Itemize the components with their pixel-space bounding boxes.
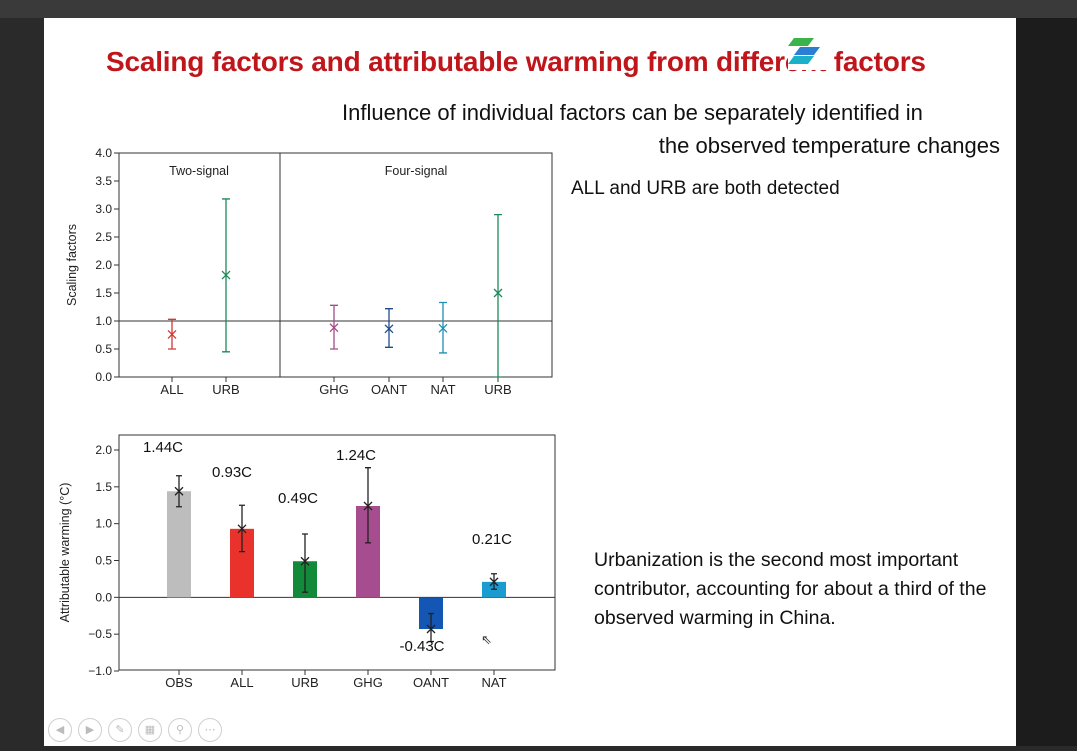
bar-estimate-urb [300, 556, 310, 566]
window-top-bar [0, 0, 1077, 18]
data-label-ghg: 1.24C [336, 447, 376, 464]
panel-label: Four-signal [385, 164, 448, 178]
x-category-label: GHG [353, 675, 383, 690]
y-tick-label: 0.5 [95, 554, 112, 568]
error-bar-oant [428, 612, 434, 643]
y-tick-label: 1.0 [95, 314, 112, 328]
scaling-estimate-urb [221, 270, 231, 280]
scaling-estimate-oant [384, 324, 394, 334]
y-tick-label: 1.0 [95, 517, 112, 531]
bar-estimate-nat [489, 577, 499, 587]
data-label-all: 0.93C [212, 464, 252, 481]
x-category-label: ALL [160, 382, 183, 397]
charts-canvas: 0.0 0.5 1.0 1.5 2.0 2.5 3.0 3.5 4.0 Scaling facto… [58, 146, 556, 690]
pen-icon[interactable]: ✎ [108, 718, 132, 742]
subtitle-line-2: the observed temperature changes [658, 133, 1000, 158]
scaling-estimate-ghg [329, 323, 339, 333]
subtitle-line-1: Influence of individual factors can be s… [342, 100, 923, 125]
detection-note: ALL and URB are both detected [571, 178, 840, 199]
y-tick-label: −1.0 [88, 664, 112, 678]
x-category-label: OANT [413, 675, 449, 690]
bar-estimate-ghg [363, 501, 373, 511]
bar-obs [167, 491, 191, 598]
data-label-oant: -0.43C [399, 638, 444, 655]
next-slide-icon[interactable]: ▶ [78, 718, 102, 742]
x-category-label: URB [212, 382, 239, 397]
bar-estimate-oant [426, 624, 436, 634]
data-label-nat: 0.21C [472, 531, 512, 548]
x-category-label: URB [484, 382, 511, 397]
bar-estimate-all [237, 524, 247, 534]
app-logo-icon [788, 30, 828, 70]
mouse-cursor-icon: ⇖ [481, 632, 492, 647]
panel-label: Two-signal [169, 164, 229, 178]
x-category-label: ALL [230, 675, 253, 690]
more-options-icon[interactable]: ⋯ [198, 718, 222, 742]
x-category-label: OBS [165, 675, 193, 690]
scaling-estimate-nat [438, 323, 448, 333]
y-tick-label: −0.5 [88, 627, 112, 641]
error-bar-urb [302, 533, 308, 593]
plot-frame [118, 152, 553, 378]
attributable-warming-chart: −1.0 −0.5 0.0 0.5 1.0 1.5 2.0 Attributable warm… [58, 434, 556, 690]
scaling-factors-chart: 0.0 0.5 1.0 1.5 2.0 2.5 3.0 3.5 4.0 Scaling facto… [65, 146, 553, 397]
slides-grid-icon[interactable]: ▦ [138, 718, 162, 742]
y-tick-label: 3.0 [95, 202, 112, 216]
scaling-estimate-urb [493, 288, 503, 298]
y-tick-label: 2.0 [95, 258, 112, 272]
window-right-edge [1016, 18, 1077, 746]
y-tick-label: 0.5 [95, 342, 112, 356]
y-tick-label: 3.5 [95, 174, 112, 188]
x-category-label: NAT [481, 675, 506, 690]
y-axis-title: Scaling factors [65, 224, 79, 306]
y-tick-label: 0.0 [95, 590, 112, 604]
plot-frame [118, 434, 556, 671]
conclusion-paragraph: Urbanization is the second most importan… [594, 549, 987, 629]
slide: Scaling factors and attributable warming… [44, 18, 1016, 746]
x-category-label: URB [291, 675, 318, 690]
x-category-label: NAT [430, 382, 455, 397]
y-tick-label: 1.5 [95, 286, 112, 300]
x-category-label: OANT [371, 382, 407, 397]
y-tick-label: 4.0 [95, 146, 112, 160]
zoom-icon[interactable]: ⚲ [168, 718, 192, 742]
x-category-label: GHG [319, 382, 349, 397]
y-tick-label: 0.0 [95, 370, 112, 384]
scaling-error-bar-urb [494, 213, 502, 378]
data-label-obs: 1.44C [143, 439, 183, 456]
bar-estimate-obs [174, 486, 184, 496]
previous-slide-icon[interactable]: ◀ [48, 718, 72, 742]
data-label-urb: 0.49C [278, 490, 318, 507]
y-tick-label: 2.0 [95, 443, 112, 457]
scaling-estimate-all [167, 329, 177, 339]
slideshow-controls: ◀ ▶ ✎ ▦ ⚲ ⋯ [48, 718, 228, 746]
y-tick-label: 1.5 [95, 480, 112, 494]
y-tick-label: 2.5 [95, 230, 112, 244]
y-axis-title: Attributable warming (°C) [58, 483, 72, 623]
